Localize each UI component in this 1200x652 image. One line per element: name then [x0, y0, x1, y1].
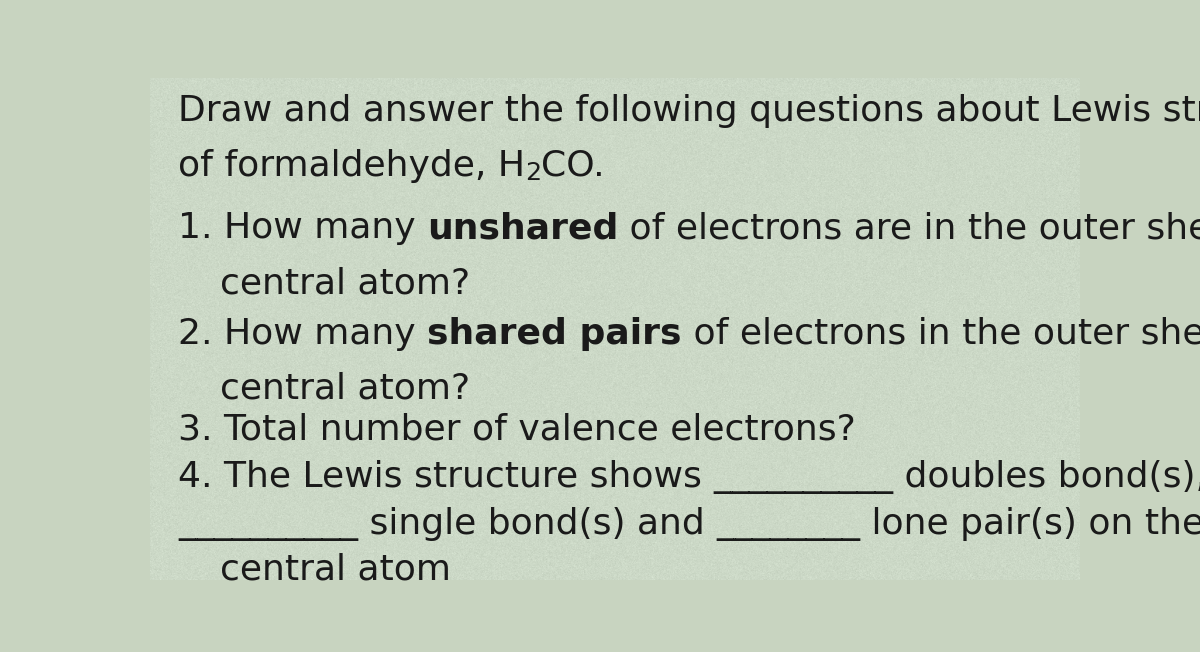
- Text: single bond(s) and: single bond(s) and: [358, 507, 716, 541]
- Text: Draw and answer the following questions about Lewis structure: Draw and answer the following questions …: [178, 94, 1200, 128]
- Text: 2. How many: 2. How many: [178, 317, 427, 351]
- Text: of electrons are in the outer shell of the: of electrons are in the outer shell of t…: [618, 211, 1200, 245]
- Text: CO.: CO.: [541, 149, 605, 183]
- Text: central atom?: central atom?: [220, 372, 470, 406]
- Text: 4. The Lewis structure shows: 4. The Lewis structure shows: [178, 460, 713, 494]
- Text: 2: 2: [524, 161, 541, 185]
- Text: unshared: unshared: [427, 211, 618, 245]
- Text: __________: __________: [178, 507, 358, 541]
- Text: central atom?: central atom?: [220, 267, 470, 301]
- Text: __________: __________: [713, 460, 893, 494]
- Text: of electrons in the outer shell of the: of electrons in the outer shell of the: [682, 317, 1200, 351]
- Text: shared pairs: shared pairs: [427, 317, 682, 351]
- Text: 3. Total number of valence electrons?: 3. Total number of valence electrons?: [178, 412, 856, 446]
- Text: lone pair(s) on the: lone pair(s) on the: [860, 507, 1200, 541]
- Text: 1. How many: 1. How many: [178, 211, 427, 245]
- Text: of formaldehyde, H: of formaldehyde, H: [178, 149, 524, 183]
- Text: doubles bond(s),: doubles bond(s),: [893, 460, 1200, 494]
- Text: central atom: central atom: [220, 553, 451, 587]
- Text: ________: ________: [716, 507, 860, 541]
